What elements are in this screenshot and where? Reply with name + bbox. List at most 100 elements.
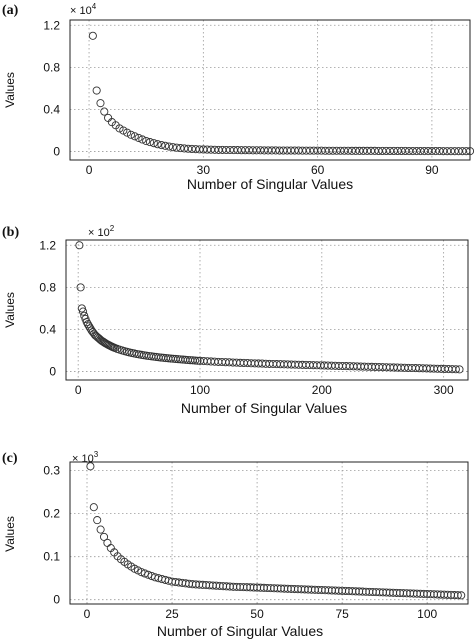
panel-c: (c) × 103 0 25 50 75 100 0 0.1 0.2 0.3 Number o… — [2, 450, 469, 639]
panel-c-point-2 — [93, 516, 102, 525]
panel-a-multiplier: × 104 — [70, 2, 97, 17]
panel-c-y-tick-0: 0 — [53, 593, 60, 607]
panel-c-grid — [70, 462, 468, 604]
panel-a-x-tick-1: 30 — [197, 163, 211, 177]
panel-c-x-ticks: 0 25 50 75 100 — [84, 607, 438, 621]
panel-a-x-tick-0: 0 — [86, 163, 93, 177]
panel-b-y-tick-3: 1.2 — [39, 238, 56, 252]
panel-a-x-tick-3: 90 — [425, 163, 439, 177]
panel-c-points — [86, 462, 466, 600]
panel-a-point-8 — [119, 126, 128, 135]
panel-a-y-tick-1: 0.4 — [43, 102, 60, 116]
panel-b-point-3 — [79, 307, 88, 316]
panel-a-point-7 — [115, 124, 124, 133]
panel-a-point-20 — [164, 142, 174, 151]
panel-a-label: (a) — [2, 3, 19, 18]
panel-a-point-10 — [126, 130, 135, 139]
panel-a-point-18 — [157, 140, 166, 150]
panel-a-point-23 — [176, 144, 185, 153]
panel-c-x-axis-label: Number of Singular Values — [157, 623, 323, 639]
panel-b: (b) × 102 0 100 200 300 0 0.4 0.8 1.2 Number o… — [2, 224, 469, 416]
panel-a-point-2 — [96, 99, 105, 108]
panel-c-plot-frame — [69, 461, 469, 605]
panel-c-x-tick-1: 25 — [165, 607, 179, 621]
panel-a-grid — [70, 20, 470, 160]
panel-b-y-tick-2: 0.8 — [39, 280, 56, 294]
panel-b-multiplier: × 102 — [88, 224, 115, 239]
panel-a-y-axis-label: Values — [3, 72, 17, 108]
panel-b-point-62 — [191, 356, 200, 365]
panel-b-y-ticks: 0 0.4 0.8 1.2 — [39, 238, 56, 378]
panel-b-label: (b) — [2, 225, 19, 240]
panel-b-y-axis-label: Values — [3, 292, 17, 328]
panel-a-point-1 — [92, 86, 101, 95]
panel-a-x-tick-2: 60 — [311, 163, 325, 177]
panel-c-point-15 — [137, 568, 146, 577]
panel-b-point-6 — [82, 318, 91, 327]
panel-a-points — [88, 31, 474, 156]
panel-b-x-axis-label: Number of Singular Values — [181, 400, 347, 416]
panel-c-point-5 — [103, 538, 112, 547]
panel-b-x-tick-1: 100 — [190, 383, 210, 397]
panel-a-point-15 — [145, 138, 155, 147]
panel-a-point-12 — [134, 133, 143, 142]
panel-c-y-axis-label: Values — [3, 516, 17, 552]
panel-c-x-tick-2: 50 — [250, 607, 264, 621]
panel-c-y-tick-3: 0.3 — [43, 464, 60, 478]
panel-a-point-22 — [172, 143, 181, 152]
panel-a-point-3 — [100, 107, 109, 116]
panel-b-point-135 — [455, 365, 464, 374]
panel-b-point-8 — [85, 322, 94, 331]
panel-c-point-4 — [99, 532, 109, 541]
panel-a-y-tick-0: 0 — [53, 145, 60, 159]
panel-b-x-ticks: 0 100 200 300 — [75, 383, 454, 397]
panel-b-point-134 — [451, 365, 460, 374]
panel-b-points — [75, 241, 464, 374]
panel-c-x-tick-0: 0 — [84, 607, 91, 621]
panel-c-point-108 — [453, 591, 462, 600]
panel-b-point-7 — [83, 320, 92, 329]
panel-a-point-13 — [138, 135, 147, 144]
panel-a-point-16 — [149, 139, 158, 148]
panel-a: (a) × 104 0 30 60 90 0 0.4 0.8 1.2 Number of S… — [2, 2, 474, 192]
panel-a-y-tick-3: 1.2 — [43, 18, 60, 32]
panel-b-x-tick-0: 0 — [75, 383, 82, 397]
panel-c-label: (c) — [2, 451, 18, 466]
panel-a-point-11 — [130, 132, 139, 141]
panel-a-point-21 — [168, 143, 177, 152]
panel-a-point-0 — [88, 31, 97, 40]
panel-a-point-14 — [142, 136, 151, 146]
panel-c-point-109 — [457, 591, 466, 600]
panel-a-point-98 — [462, 147, 471, 156]
panel-a-x-ticks: 0 30 60 90 — [86, 163, 439, 177]
panel-c-point-0 — [86, 462, 95, 471]
panel-a-point-9 — [123, 128, 132, 137]
panel-a-x-axis-label: Number of Singular Values — [187, 176, 353, 192]
panel-c-multiplier: × 103 — [72, 450, 99, 465]
panel-a-y-tick-2: 0.8 — [43, 60, 60, 74]
panel-c-point-17 — [144, 570, 153, 579]
panel-c-y-tick-1: 0.1 — [43, 550, 60, 564]
panel-c-point-3 — [96, 525, 105, 534]
panel-c-point-16 — [140, 569, 149, 578]
panel-c-y-ticks: 0 0.1 0.2 0.3 — [43, 464, 60, 607]
panel-b-plot-frame — [65, 239, 469, 381]
panel-b-x-tick-3: 300 — [434, 383, 454, 397]
panel-a-point-19 — [161, 141, 170, 150]
panel-c-x-tick-3: 75 — [335, 607, 349, 621]
panel-a-plot-frame — [69, 19, 471, 161]
panel-b-grid — [66, 240, 468, 380]
panel-b-point-0 — [75, 241, 84, 250]
panel-a-y-ticks: 0 0.4 0.8 1.2 — [43, 18, 60, 158]
panel-c-point-1 — [89, 503, 98, 512]
panel-c-y-tick-2: 0.2 — [43, 507, 60, 521]
panel-a-point-17 — [153, 140, 162, 149]
panel-a-point-4 — [104, 113, 113, 122]
panel-b-y-tick-0: 0 — [49, 365, 56, 379]
panel-b-point-63 — [193, 356, 202, 365]
panel-c-x-tick-4: 100 — [417, 607, 437, 621]
panel-b-x-tick-2: 200 — [312, 383, 332, 397]
panel-b-y-tick-1: 0.4 — [39, 322, 56, 336]
panel-b-point-1 — [76, 283, 85, 292]
